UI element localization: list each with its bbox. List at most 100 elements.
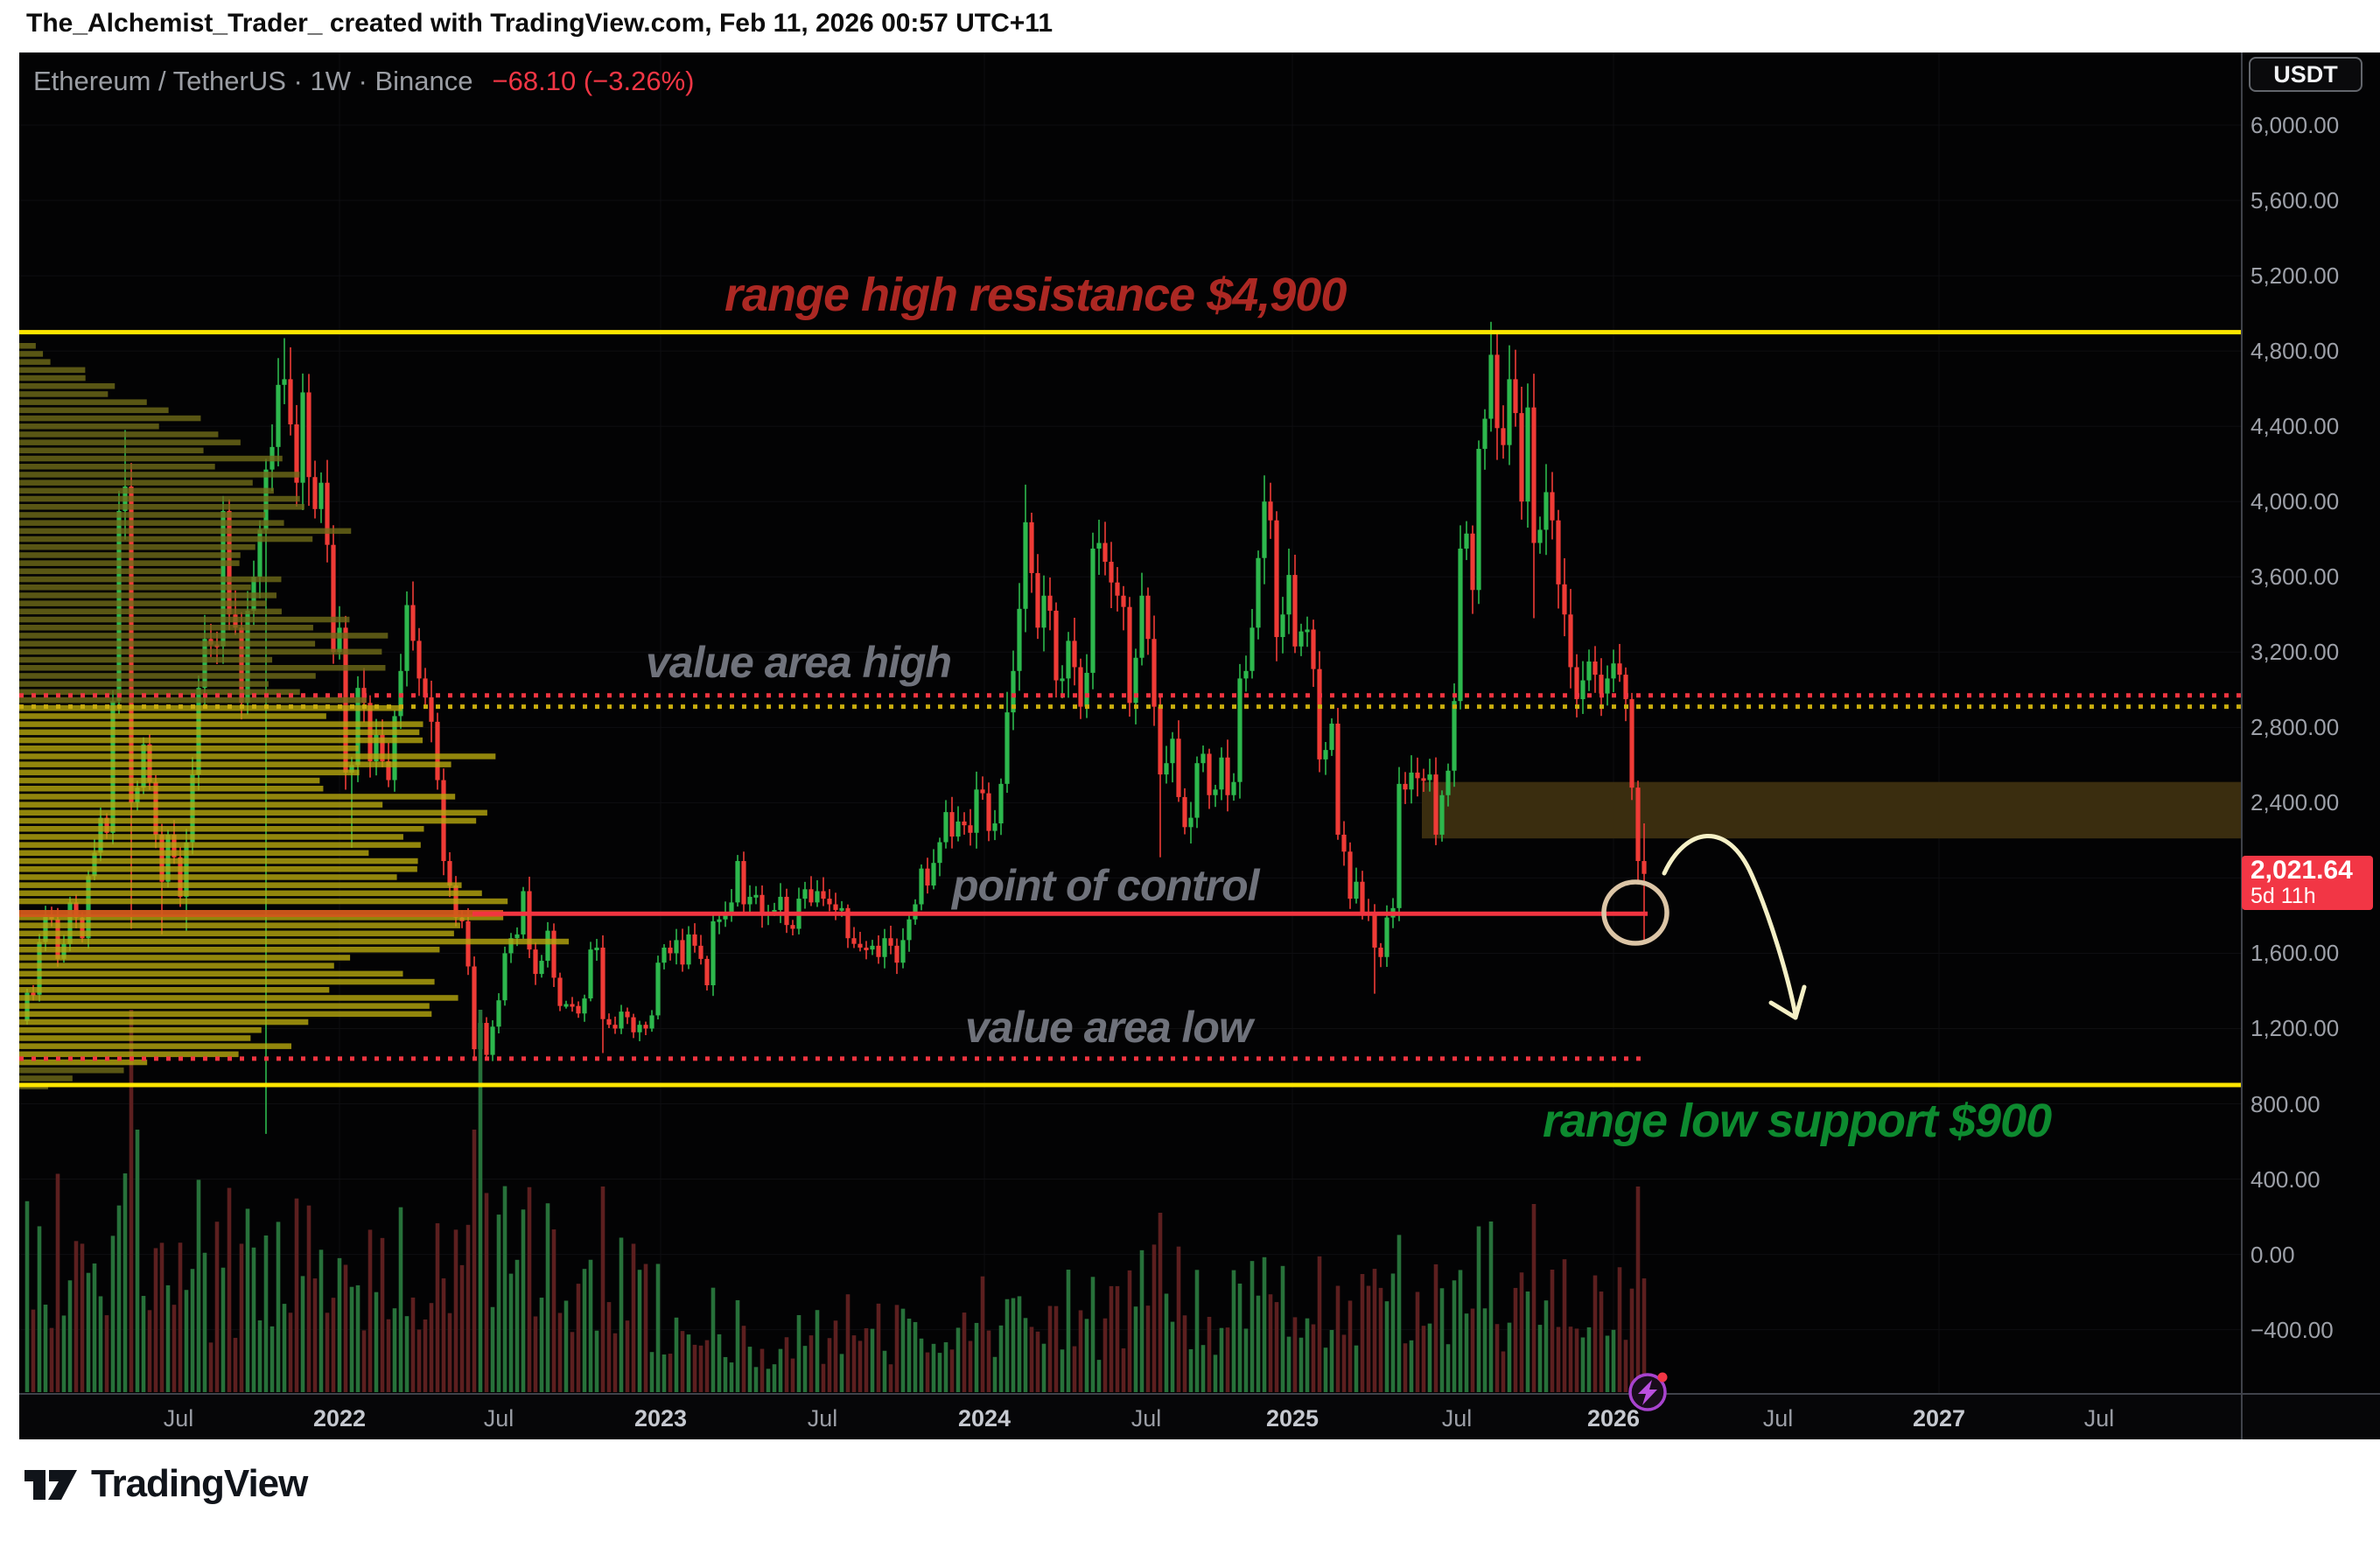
candle-body bbox=[900, 940, 906, 963]
volume-profile-row bbox=[19, 640, 316, 647]
volume-bar bbox=[374, 1292, 379, 1392]
candle-body bbox=[1084, 672, 1089, 707]
volume-bar bbox=[766, 1368, 771, 1392]
volume-bar bbox=[808, 1335, 814, 1392]
volume-bar bbox=[233, 1337, 238, 1392]
volume-profile-row bbox=[19, 391, 108, 397]
volume-bar bbox=[122, 1173, 128, 1392]
candle-body bbox=[1537, 529, 1543, 543]
candle-body bbox=[539, 961, 544, 975]
volume-bar bbox=[1194, 1270, 1200, 1392]
volume-profile-row bbox=[19, 633, 388, 639]
volume-bar bbox=[649, 1352, 654, 1392]
volume-bar bbox=[361, 1330, 367, 1392]
volume-bar bbox=[1292, 1317, 1298, 1392]
volume-bar bbox=[1170, 1321, 1175, 1392]
candle-body bbox=[416, 640, 422, 679]
volume-profile-row bbox=[19, 930, 454, 937]
volume-bar bbox=[1507, 1322, 1512, 1392]
tradingview-attribution[interactable]: TradingView bbox=[23, 1458, 308, 1510]
candle-body bbox=[649, 1015, 654, 1029]
volume-profile-row bbox=[19, 487, 274, 494]
volume-bar bbox=[1145, 1306, 1151, 1392]
volume-profile-row bbox=[19, 987, 330, 993]
volume-bar bbox=[723, 1356, 728, 1392]
candle-body bbox=[1164, 763, 1169, 775]
candle-body bbox=[1562, 584, 1567, 615]
candle-body bbox=[1623, 675, 1628, 700]
time-axis-month-label: Jul bbox=[483, 1405, 514, 1432]
candle-body bbox=[1286, 575, 1292, 615]
volume-bar bbox=[643, 1264, 648, 1392]
candle-body bbox=[974, 789, 979, 833]
volume-profile-row bbox=[19, 696, 367, 704]
volume-bar bbox=[527, 1186, 532, 1392]
volume-bar bbox=[851, 1335, 857, 1392]
volume-profile-row bbox=[19, 480, 253, 486]
volume-bar bbox=[760, 1348, 765, 1392]
candle-body bbox=[1378, 947, 1383, 957]
candle-body bbox=[839, 907, 844, 911]
volume-bar bbox=[1396, 1235, 1402, 1392]
volume-bar bbox=[906, 1318, 912, 1392]
candle-body bbox=[1421, 778, 1426, 781]
volume-bar bbox=[337, 1257, 342, 1392]
volume-bar bbox=[1084, 1319, 1089, 1392]
volume-profile-row bbox=[19, 1018, 309, 1026]
volume-bar bbox=[1421, 1326, 1426, 1392]
volume-bar bbox=[1133, 1306, 1138, 1392]
volume-bar bbox=[655, 1264, 661, 1392]
volume-bar bbox=[1323, 1348, 1328, 1392]
last-price-value: 2,021.64 bbox=[2250, 856, 2353, 885]
candle-body bbox=[1078, 667, 1083, 707]
candle-body bbox=[1605, 678, 1610, 694]
candle-body bbox=[325, 482, 330, 545]
volume-bar bbox=[1078, 1310, 1083, 1392]
volume-bar bbox=[931, 1343, 936, 1392]
volume-bar bbox=[135, 1130, 140, 1392]
chart-canvas[interactable] bbox=[19, 52, 2380, 1439]
volume-bar bbox=[1482, 1308, 1488, 1392]
candle-body bbox=[1341, 834, 1347, 852]
candle-body bbox=[864, 947, 869, 950]
volume-bar bbox=[1011, 1298, 1016, 1392]
volume-bar bbox=[429, 1303, 434, 1392]
candle-body bbox=[956, 821, 961, 837]
volume-bar bbox=[1004, 1298, 1010, 1392]
symbol-title[interactable]: Ethereum / TetherUS · 1W · Binance bbox=[33, 66, 473, 96]
value-area-high-annotation[interactable]: value area high bbox=[646, 638, 952, 687]
range-high-annotation[interactable]: range high resistance $4,900 bbox=[724, 269, 1347, 321]
last-price-label: 2,021.64 5d 11h bbox=[2242, 856, 2373, 910]
point-of-control-annotation[interactable]: point of control bbox=[952, 861, 1260, 910]
volume-profile-row bbox=[19, 665, 386, 671]
candle-body bbox=[815, 891, 820, 903]
volume-bar bbox=[1348, 1300, 1353, 1392]
candle-body bbox=[1556, 520, 1561, 584]
volume-bar bbox=[380, 1237, 385, 1392]
candle-body bbox=[1317, 668, 1322, 760]
currency-toggle-button[interactable]: USDT bbox=[2249, 57, 2362, 92]
candle-body bbox=[802, 889, 808, 900]
candle-body bbox=[778, 896, 783, 910]
volume-profile-row bbox=[19, 817, 477, 824]
volume-bar bbox=[1605, 1335, 1610, 1392]
range-low-annotation[interactable]: range low support $900 bbox=[1543, 1095, 2052, 1147]
volume-bar bbox=[251, 1247, 256, 1392]
volume-bar bbox=[1182, 1315, 1187, 1392]
value-area-low-annotation[interactable]: value area low bbox=[965, 1003, 1253, 1052]
candle-body bbox=[1133, 657, 1138, 704]
volume-profile-row bbox=[19, 407, 169, 414]
volume-profile-row bbox=[19, 721, 424, 727]
candle-body bbox=[153, 781, 158, 835]
volume-bar bbox=[343, 1264, 348, 1392]
volume-bar bbox=[300, 1276, 305, 1392]
candle-body bbox=[1433, 774, 1438, 835]
candle-body bbox=[1017, 608, 1022, 671]
candle-body bbox=[1476, 448, 1481, 591]
volume-bar bbox=[827, 1338, 832, 1392]
symbol-info-row[interactable]: Ethereum / TetherUS · 1W · Binance −68.10… bbox=[33, 66, 694, 97]
candle-body bbox=[257, 529, 262, 578]
volume-bar bbox=[729, 1362, 734, 1392]
chart-area[interactable]: Ethereum / TetherUS · 1W · Binance −68.10… bbox=[19, 52, 2380, 1439]
volume-profile-row bbox=[19, 1068, 124, 1074]
